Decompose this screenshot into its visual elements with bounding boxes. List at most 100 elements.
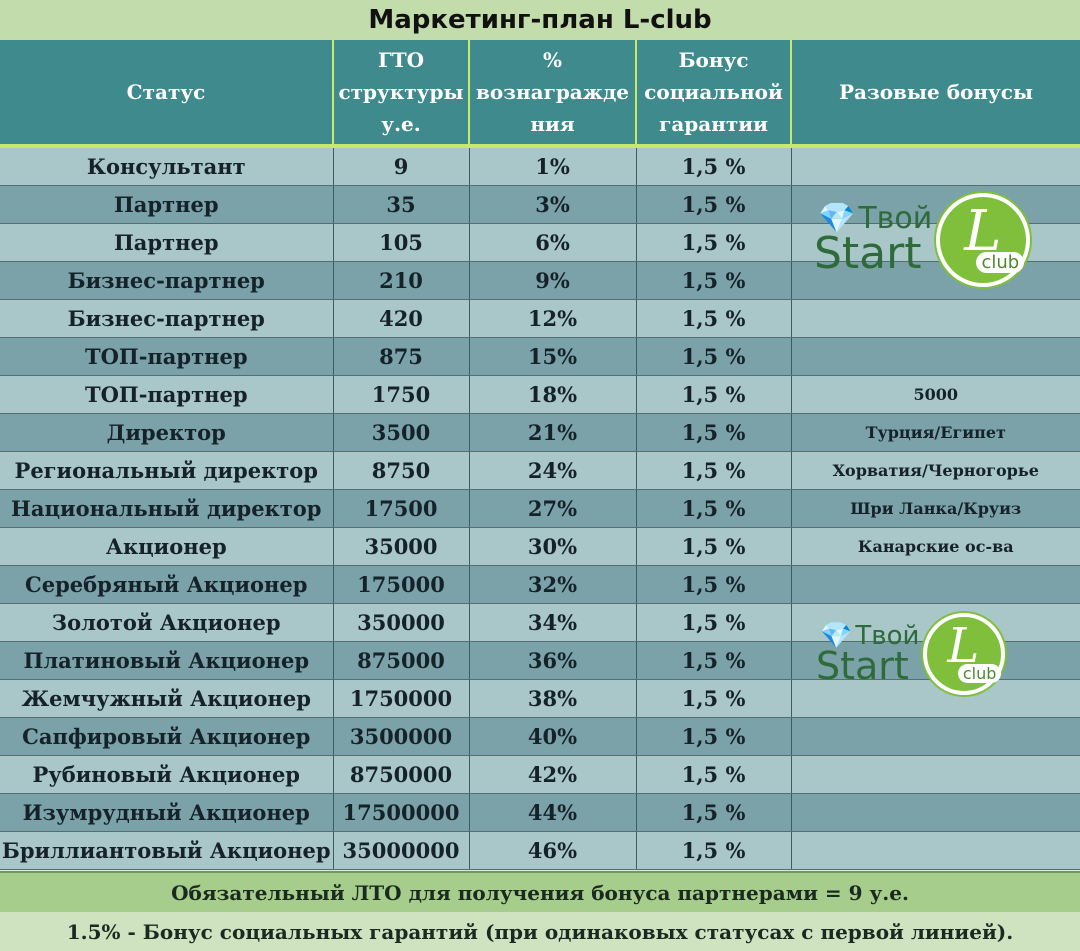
table-row: ТОП-партнер 1750 18% 1,5 % 5000 bbox=[0, 375, 1080, 414]
table-row: Жемчужный Акционер 1750000 38% 1,5 % bbox=[0, 679, 1080, 718]
table-row: Директор 3500 21% 1,5 % Турция/Египет bbox=[0, 413, 1080, 452]
status-cell: Национальный директор bbox=[0, 489, 334, 528]
one-time-bonus-cell bbox=[791, 717, 1080, 756]
social-bonus-cell: 1,5 % bbox=[636, 603, 792, 642]
social-bonus-cell: 1,5 % bbox=[636, 679, 792, 718]
footer-note-social: 1.5% - Бонус социальных гарантий (при од… bbox=[0, 912, 1080, 951]
one-time-bonus-cell: Шри Ланка/Круиз bbox=[791, 489, 1080, 528]
gto-cell: 105 bbox=[333, 223, 470, 262]
percent-cell: 36% bbox=[469, 641, 637, 680]
gto-cell: 8750000 bbox=[333, 755, 470, 794]
social-bonus-cell: 1,5 % bbox=[636, 793, 792, 832]
gto-cell: 35000000 bbox=[333, 831, 470, 870]
percent-cell: 27% bbox=[469, 489, 637, 528]
table-row: Сапфировый Акционер 3500000 40% 1,5 % bbox=[0, 717, 1080, 756]
percent-cell: 6% bbox=[469, 223, 637, 262]
one-time-bonus-cell: Канарские ос-ва bbox=[791, 527, 1080, 566]
gto-cell: 875 bbox=[333, 337, 470, 376]
footer-note-lto: Обязательный ЛТО для получения бонуса па… bbox=[0, 871, 1080, 913]
gto-cell: 875000 bbox=[333, 641, 470, 680]
gto-cell: 3500000 bbox=[333, 717, 470, 756]
status-cell: ТОП-партнер bbox=[0, 337, 334, 376]
gto-cell: 9 bbox=[333, 146, 470, 186]
percent-cell: 18% bbox=[469, 375, 637, 414]
social-bonus-cell: 1,5 % bbox=[636, 413, 792, 452]
status-cell: Бриллиантовый Акционер bbox=[0, 831, 334, 870]
status-cell: ТОП-партнер bbox=[0, 375, 334, 414]
percent-cell: 38% bbox=[469, 679, 637, 718]
percent-cell: 32% bbox=[469, 565, 637, 604]
status-cell: Платиновый Акционер bbox=[0, 641, 334, 680]
one-time-bonus-cell: Хорватия/Черногорье bbox=[791, 451, 1080, 490]
percent-cell: 30% bbox=[469, 527, 637, 566]
header-status: Статус bbox=[0, 40, 334, 146]
status-cell: Акционер bbox=[0, 527, 334, 566]
l-club-emblem: L club bbox=[936, 193, 1031, 287]
header-one-time-bonuses: Разовые бонусы bbox=[791, 40, 1080, 146]
social-bonus-cell: 1,5 % bbox=[636, 717, 792, 756]
one-time-bonus-cell bbox=[791, 755, 1080, 794]
gto-cell: 1750 bbox=[333, 375, 470, 414]
status-cell: Рубиновый Акционер bbox=[0, 755, 334, 794]
percent-cell: 24% bbox=[469, 451, 637, 490]
percent-cell: 21% bbox=[469, 413, 637, 452]
gto-cell: 35 bbox=[333, 185, 470, 224]
percent-cell: 15% bbox=[469, 337, 637, 376]
page-title: Маркетинг-план L-club bbox=[368, 5, 712, 35]
table-header-row: Статус ГТО структуры у.е. % вознагражде … bbox=[0, 40, 1080, 146]
status-cell: Бизнес-партнер bbox=[0, 299, 334, 338]
percent-cell: 42% bbox=[469, 755, 637, 794]
table-row: Консультант 9 1% 1,5 % bbox=[0, 146, 1080, 186]
social-bonus-cell: 1,5 % bbox=[636, 185, 792, 224]
status-cell: Консультант bbox=[0, 146, 334, 186]
one-time-bonus-cell bbox=[791, 565, 1080, 604]
table-row: ТОП-партнер 875 15% 1,5 % bbox=[0, 337, 1080, 376]
one-time-bonus-cell bbox=[791, 793, 1080, 832]
diamond-icon: 💎 bbox=[818, 201, 856, 236]
percent-cell: 40% bbox=[469, 717, 637, 756]
logo-word-start: Start bbox=[814, 228, 922, 279]
status-cell: Региональный директор bbox=[0, 451, 334, 490]
logo-club-label: club bbox=[976, 252, 1025, 273]
logo-wordmark: 💎 Твой Start bbox=[814, 204, 932, 276]
gto-cell: 17500000 bbox=[333, 793, 470, 832]
one-time-bonus-cell bbox=[791, 146, 1080, 186]
status-cell: Партнер bbox=[0, 185, 334, 224]
table-row: Партнер 35 3% 1,5 % bbox=[0, 185, 1080, 224]
logo-word-tvoi: Твой bbox=[855, 621, 920, 651]
social-bonus-cell: 1,5 % bbox=[636, 565, 792, 604]
one-time-bonus-cell: Турция/Египет bbox=[791, 413, 1080, 452]
social-bonus-cell: 1,5 % bbox=[636, 299, 792, 338]
one-time-bonus-cell bbox=[791, 337, 1080, 376]
table-row: Платиновый Акционер 875000 36% 1,5 % bbox=[0, 641, 1080, 680]
table-row: Бизнес-партнер 210 9% 1,5 % bbox=[0, 261, 1080, 300]
table-row: Акционер 35000 30% 1,5 % Канарские ос-ва bbox=[0, 527, 1080, 566]
gto-cell: 175000 bbox=[333, 565, 470, 604]
gto-cell: 350000 bbox=[333, 603, 470, 642]
status-cell: Серебряный Акционер bbox=[0, 565, 334, 604]
table-row: Партнер 105 6% 1,5 % bbox=[0, 223, 1080, 262]
table-row: Рубиновый Акционер 8750000 42% 1,5 % bbox=[0, 755, 1080, 794]
status-cell: Золотой Акционер bbox=[0, 603, 334, 642]
gto-cell: 420 bbox=[333, 299, 470, 338]
one-time-bonus-cell bbox=[791, 831, 1080, 870]
status-cell: Директор bbox=[0, 413, 334, 452]
social-bonus-cell: 1,5 % bbox=[636, 527, 792, 566]
header-percent: % вознагражде ния bbox=[469, 40, 637, 146]
logo-club-label: club bbox=[957, 664, 1002, 683]
social-bonus-cell: 1,5 % bbox=[636, 641, 792, 680]
one-time-bonus-cell bbox=[791, 223, 1080, 262]
table-row: Золотой Акционер 350000 34% 1,5 % bbox=[0, 603, 1080, 642]
table-row: Бизнес-партнер 420 12% 1,5 % bbox=[0, 299, 1080, 338]
gto-cell: 35000 bbox=[333, 527, 470, 566]
logo-wordmark: 💎 Твой Start bbox=[816, 623, 919, 685]
logo-word-start: Start bbox=[816, 644, 909, 688]
percent-cell: 3% bbox=[469, 185, 637, 224]
header-social-bonus: Бонус социальной гарантии bbox=[636, 40, 792, 146]
percent-cell: 44% bbox=[469, 793, 637, 832]
percent-cell: 34% bbox=[469, 603, 637, 642]
social-bonus-cell: 1,5 % bbox=[636, 755, 792, 794]
l-club-emblem: L club bbox=[923, 613, 1006, 695]
percent-cell: 9% bbox=[469, 261, 637, 300]
table-body: Консультант 9 1% 1,5 % Партнер 35 3% 1,5 % Партн… bbox=[0, 146, 1080, 870]
